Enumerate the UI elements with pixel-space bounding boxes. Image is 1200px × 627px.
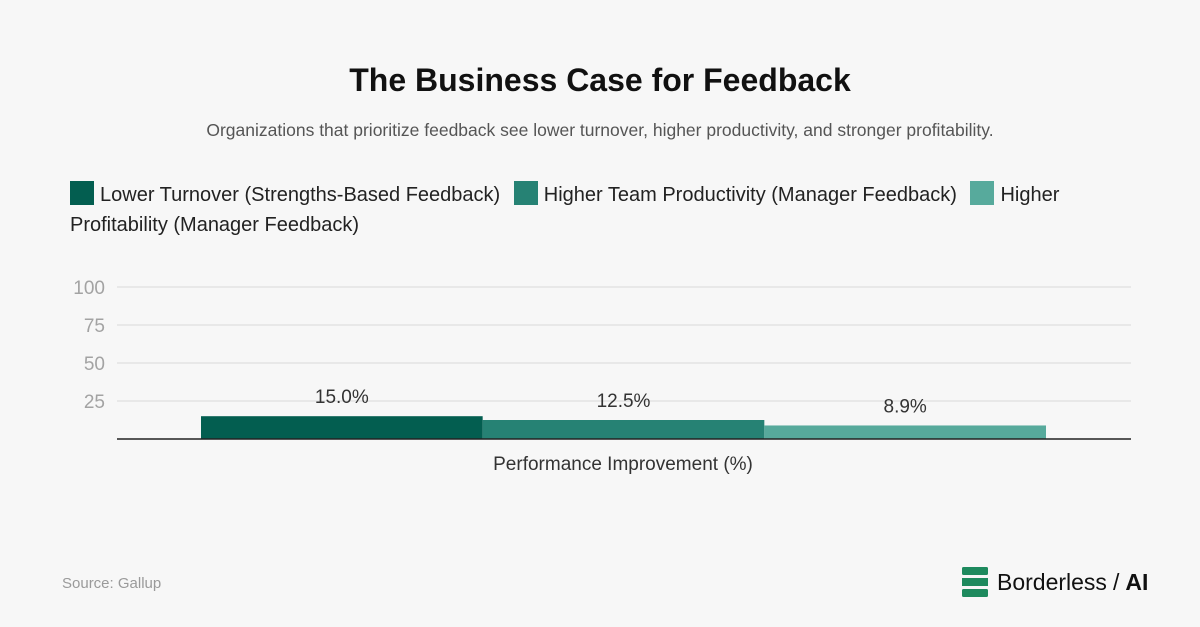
legend-swatch-profitability [970,181,995,205]
brand-suffix: AI [1125,568,1149,595]
y-tick-label-100: 100 [73,278,105,299]
legend-swatch-lower-turnover [70,181,94,205]
bar-chart: 25 50 75 100 15.0% 12.5% 8.9% Performance Impro… [73,278,1131,475]
legend-label-profitability: Higher Profitability (Manager Feedback) [70,184,1060,236]
logo-mark-top [962,567,988,575]
brand-logo: Borderless / AI [962,566,1148,598]
logo-mark-middle [962,578,988,586]
y-tick-label-25: 25 [84,392,105,413]
legend-label-team-productivity: Higher Team Productivity (Manager Feedba… [543,184,957,206]
legend-item-team-productivity: Higher Team Productivity (Manager Feedba… [513,181,963,206]
y-tick-label-75: 75 [84,316,105,337]
legend-label-lower-turnover: Lower Turnover (Strengths-Based Feedback… [100,184,501,206]
bar-series-3 [764,425,1046,439]
borderless-logo-icon [962,567,988,597]
legend-item-profitability: Higher Profitability (Manager Feedback) [70,181,1060,236]
x-category-label: Performance Improvement (%) [493,454,753,475]
logo-mark-bottom [962,589,988,597]
data-label-series-3: 8.9% [884,396,927,417]
data-label-series-1: 15.0% [315,387,369,408]
legend-item-lower-turnover: Lower Turnover (Strengths-Based Feedback… [70,181,506,206]
chart-subtitle: Organizations that prioritize feedback s… [206,120,994,140]
source-note: Source: Gallup [62,575,162,592]
chart-title: The Business Case for Feedback [349,62,851,98]
bar-series-2 [482,420,765,439]
y-tick-label-50: 50 [84,354,105,375]
data-label-series-2: 12.5% [597,391,651,412]
brand-name: Borderless [997,568,1107,595]
chart-legend: Lower Turnover (Strengths-Based Feedback… [70,180,1140,240]
legend-swatch-team-productivity [513,181,538,205]
bar-series-1 [201,416,483,439]
brand-separator: / [1112,568,1120,595]
